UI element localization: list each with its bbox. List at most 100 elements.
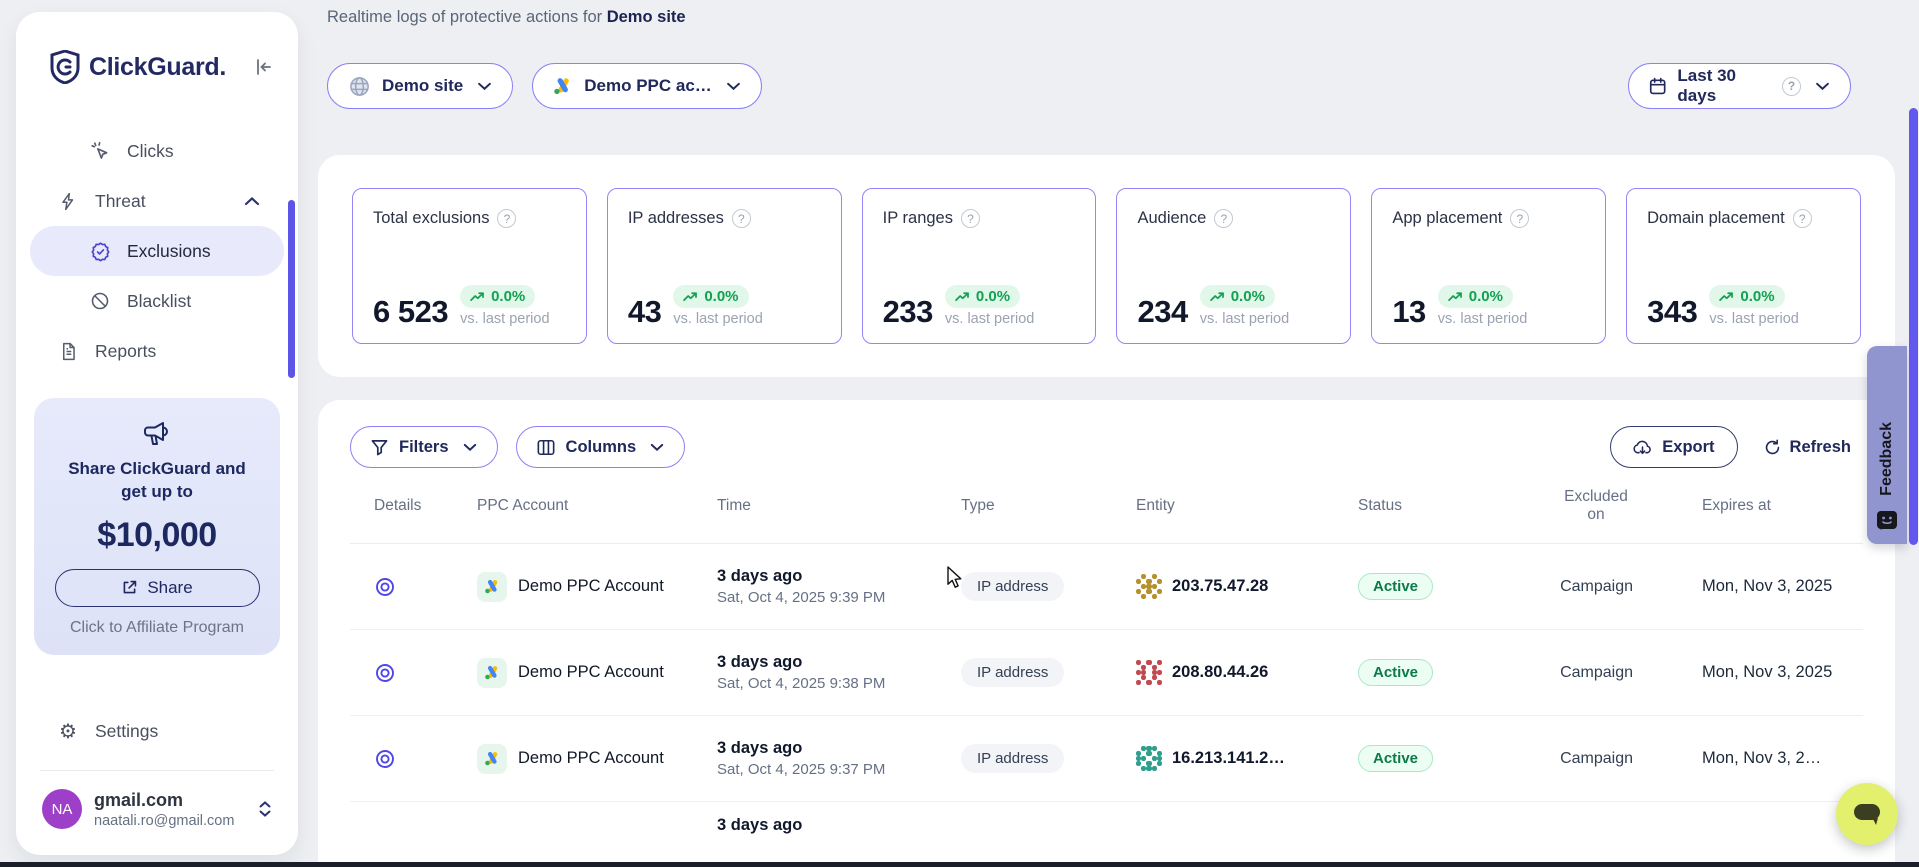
account-switcher[interactable]: NA gmail.com naatali.ro@gmail.com xyxy=(16,771,298,855)
stat-change: 0.0% xyxy=(1468,288,1503,305)
time-exact: Sat, Oct 4, 2025 9:37 PM xyxy=(717,761,886,778)
sidebar-item-reports[interactable]: Reports xyxy=(30,326,284,376)
sidebar-item-blacklist[interactable]: Blacklist xyxy=(30,276,284,326)
sidebar-item-label: Clicks xyxy=(127,140,174,161)
sidebar: ClickGuard. Clicks Threat Exclusions xyxy=(16,12,298,855)
stat-caption: vs. last period xyxy=(673,311,763,327)
stat-label: Audience xyxy=(1137,209,1207,227)
exclusions-table-card: Filters Columns Export Refresh Details P… xyxy=(318,400,1895,867)
sidebar-item-clicks[interactable]: Clicks xyxy=(30,126,284,176)
site-selector[interactable]: Demo site xyxy=(327,63,514,109)
sidebar-scrollbar[interactable] xyxy=(288,200,295,378)
ppc-account-selector[interactable]: Demo PPC ac… xyxy=(532,63,762,109)
stat-caption: vs. last period xyxy=(1199,311,1290,327)
sidebar-nav: Clicks Threat Exclusions Blacklist xyxy=(16,126,298,376)
column-header-status: Status xyxy=(1358,496,1402,514)
chevron-updown-icon[interactable] xyxy=(258,799,272,819)
sidebar-item-label: Exclusions xyxy=(127,240,211,261)
help-icon[interactable]: ? xyxy=(1510,209,1530,228)
calendar-icon xyxy=(1649,77,1666,95)
chevron-down-icon xyxy=(726,82,741,91)
chat-widget-button[interactable] xyxy=(1836,783,1898,845)
expires-at-value: Mon, Nov 3, 2… xyxy=(1702,749,1822,767)
stat-value: 234 xyxy=(1137,294,1188,329)
affiliate-promo-card[interactable]: Share ClickGuard and get up to $10,000 S… xyxy=(34,398,280,655)
sidebar-collapse-icon[interactable] xyxy=(254,57,274,77)
columns-button[interactable]: Columns xyxy=(515,426,686,468)
help-icon[interactable]: ? xyxy=(497,209,517,228)
share-button-label: Share xyxy=(147,577,193,597)
table-row-partial[interactable]: 3 days ago xyxy=(350,802,1863,842)
subtitle-prefix: Realtime logs of protective actions for xyxy=(327,8,607,26)
column-header-excluded-on: Excluded on xyxy=(1564,487,1628,523)
stat-label: IP addresses xyxy=(627,209,724,227)
chevron-up-icon[interactable] xyxy=(244,196,260,206)
trend-up-icon xyxy=(683,292,698,302)
details-eye-icon[interactable] xyxy=(374,748,396,770)
stat-change: 0.0% xyxy=(704,288,739,305)
feedback-tab[interactable]: Feedback xyxy=(1867,346,1907,544)
time-relative: 3 days ago xyxy=(717,816,803,834)
trend-up-icon xyxy=(470,292,484,302)
stat-card-ip-addresses: IP addresses? 43 0.0% vs. last period xyxy=(606,188,842,344)
help-icon[interactable]: ? xyxy=(1782,76,1801,96)
time-exact: Sat, Oct 4, 2025 9:38 PM xyxy=(717,675,886,692)
column-header-entity: Entity xyxy=(1136,496,1175,514)
google-ads-icon xyxy=(554,78,569,95)
stat-value: 43 xyxy=(627,294,662,329)
sidebar-item-exclusions[interactable]: Exclusions xyxy=(30,226,284,276)
status-badge: Active xyxy=(1358,572,1434,600)
details-eye-icon[interactable] xyxy=(374,662,396,684)
expires-at-value: Mon, Nov 3, 2025 xyxy=(1702,577,1833,595)
trend-up-icon xyxy=(1209,292,1224,302)
entity-value: 203.75.47.28 xyxy=(1172,577,1269,595)
stat-card-ip-ranges: IP ranges? 233 0.0% vs. last period xyxy=(861,188,1097,344)
page-scrollbar[interactable] xyxy=(1909,108,1918,545)
sidebar-item-settings[interactable]: ⚙ Settings xyxy=(30,706,284,756)
help-icon[interactable]: ? xyxy=(1792,209,1812,228)
globe-icon xyxy=(350,76,369,96)
logo-text: ClickGuard. xyxy=(89,52,227,81)
column-header-expires-at: Expires at xyxy=(1702,496,1771,514)
table-toolbar: Filters Columns Export Refresh xyxy=(350,426,1863,468)
trend-up-icon xyxy=(1448,292,1462,302)
chevron-down-icon xyxy=(477,82,492,91)
help-icon[interactable]: ? xyxy=(1214,209,1234,228)
promo-amount: $10,000 xyxy=(97,515,217,554)
chevron-down-icon xyxy=(650,443,664,452)
document-icon xyxy=(56,341,80,362)
sidebar-item-label: Reports xyxy=(95,340,157,361)
share-button[interactable]: Share xyxy=(54,568,260,607)
time-relative: 3 days ago xyxy=(717,567,803,585)
cloud-download-icon xyxy=(1633,440,1652,454)
help-icon[interactable]: ? xyxy=(960,209,980,228)
gear-icon: ⚙ xyxy=(59,720,77,743)
column-header-type: Type xyxy=(961,496,995,514)
columns-label: Columns xyxy=(565,437,637,456)
excluded-on-value: Campaign xyxy=(1560,577,1633,595)
details-eye-icon[interactable] xyxy=(374,576,396,598)
table-header-row: Details PPC Account Time Type Entity Sta… xyxy=(350,468,1863,544)
page-subtitle: Realtime logs of protective actions for … xyxy=(327,8,686,27)
refresh-button[interactable]: Refresh xyxy=(1764,438,1851,457)
table-row[interactable]: Demo PPC Account 3 days ago Sat, Oct 4, 2… xyxy=(350,544,1863,630)
sidebar-item-threat[interactable]: Threat xyxy=(30,176,284,226)
window-bottom-edge xyxy=(0,862,1919,867)
stat-label: Total exclusions xyxy=(373,209,490,227)
ppc-account-name: Demo PPC Account xyxy=(518,749,664,767)
help-icon[interactable]: ? xyxy=(731,209,751,228)
filters-button[interactable]: Filters xyxy=(350,426,498,468)
export-button[interactable]: Export xyxy=(1610,426,1738,468)
chat-bubble-icon xyxy=(1854,804,1880,825)
sidebar-item-label: Settings xyxy=(95,720,159,741)
chevron-down-icon xyxy=(463,443,477,452)
date-range-selector[interactable]: Last 30 days ? xyxy=(1628,63,1851,109)
status-badge: Active xyxy=(1358,658,1434,686)
entity-identicon xyxy=(1136,659,1162,686)
stat-card-domain-placement: Domain placement? 343 0.0% vs. last peri… xyxy=(1626,188,1861,344)
stat-change: 0.0% xyxy=(1740,288,1775,305)
stat-card-audience: Audience? 234 0.0% vs. last period xyxy=(1116,188,1352,344)
table-row[interactable]: Demo PPC Account 3 days ago Sat, Oct 4, 2… xyxy=(350,630,1863,716)
excluded-on-value: Campaign xyxy=(1560,663,1633,681)
table-row[interactable]: Demo PPC Account 3 days ago Sat, Oct 4, 2… xyxy=(350,716,1863,802)
